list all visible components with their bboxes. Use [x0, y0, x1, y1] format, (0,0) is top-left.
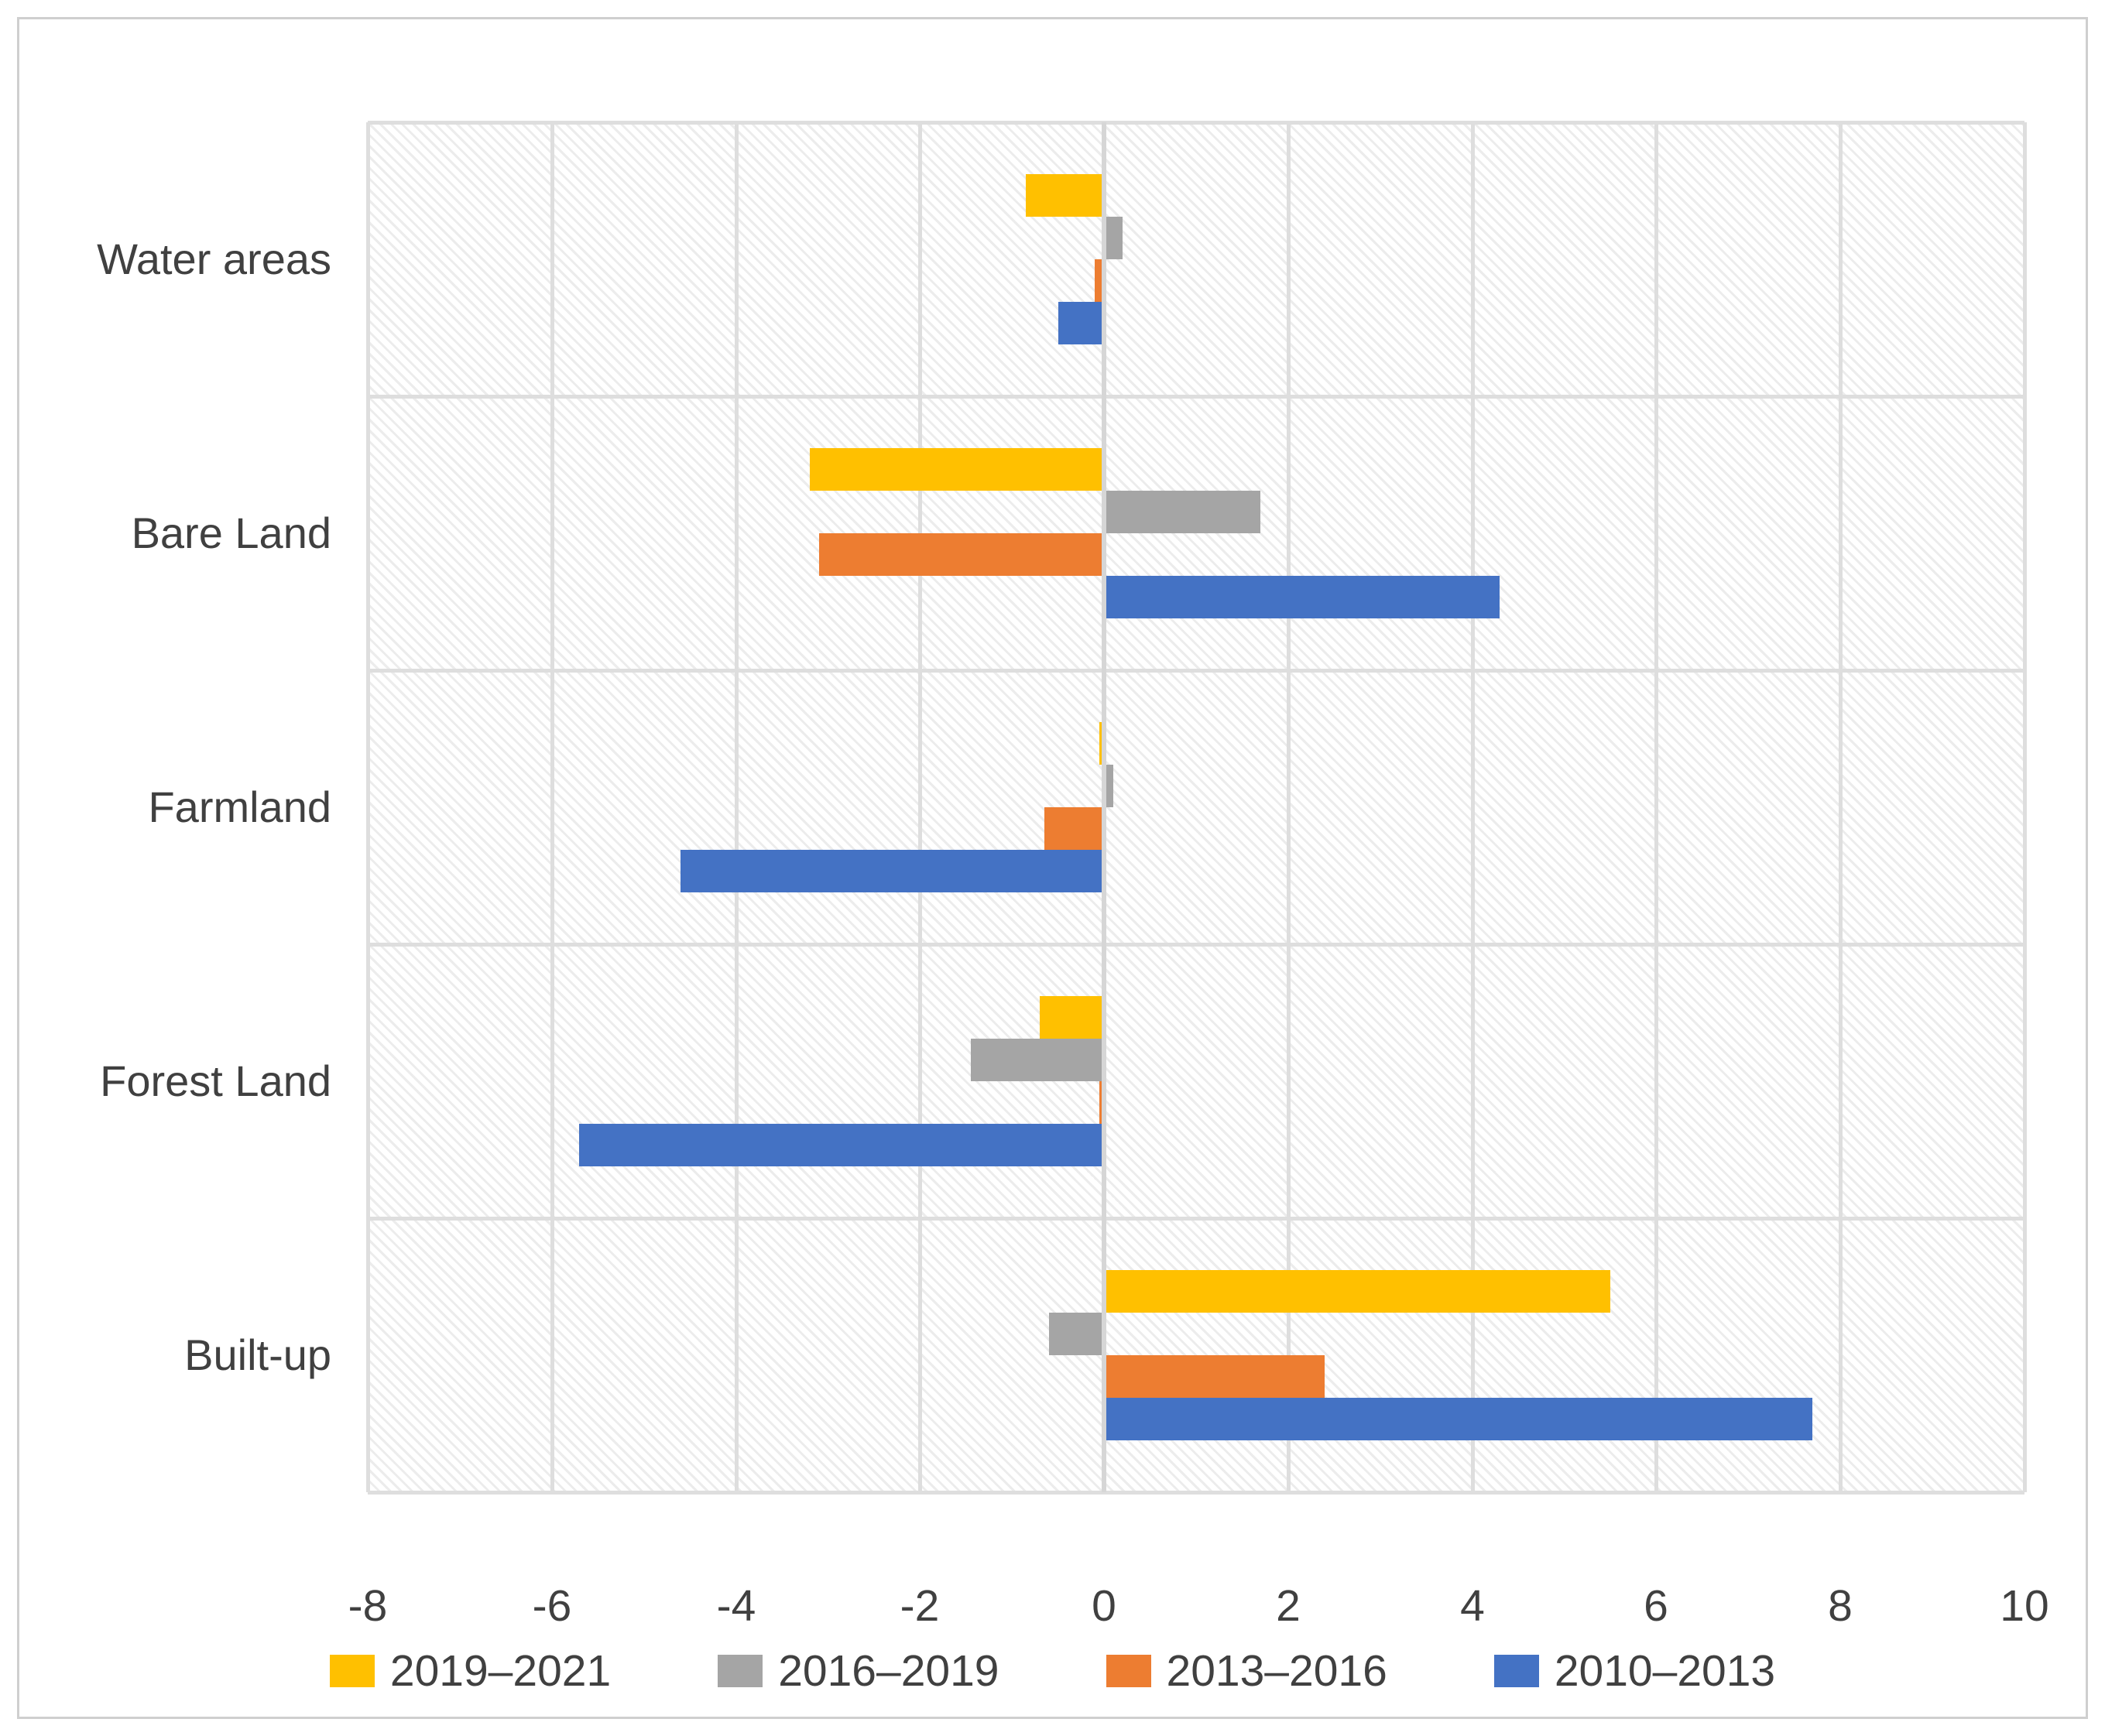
legend-label-2010-2013: 2010–2013: [1554, 1646, 1776, 1696]
gridline-horizontal: [368, 121, 2024, 125]
legend-item-2019-2021: 2019–2021: [329, 1645, 612, 1697]
bar-2019-2021-forest-land: [1040, 996, 1104, 1039]
x-tick-label-10: 10: [2000, 1581, 2049, 1631]
gridline-vertical: [1287, 122, 1291, 1492]
bar-2016-2019-forest-land: [971, 1039, 1104, 1081]
gridline-vertical: [366, 122, 370, 1492]
legend-swatch-2010-2013: [1493, 1655, 1539, 1687]
bar-2013-2016-built-up: [1104, 1355, 1325, 1398]
category-label-bare-land: Bare Land: [131, 508, 331, 557]
bar-2019-2021-water-areas: [1026, 174, 1104, 217]
x-tick-label-minus-6: -6: [532, 1581, 572, 1631]
x-tick-label-4: 4: [1460, 1581, 1485, 1631]
x-tick-label-minus-8: -8: [348, 1581, 388, 1631]
legend-item-2013-2016: 2013–2016: [1106, 1645, 1387, 1697]
category-label-water-areas: Water areas: [97, 235, 331, 283]
legend-item-2016-2019: 2016–2019: [718, 1645, 999, 1697]
legend-label-2013-2016: 2013–2016: [1166, 1646, 1387, 1696]
bar-2013-2016-farmland: [1044, 807, 1104, 850]
bar-2010-2013-water-areas: [1058, 302, 1104, 344]
gridline-vertical: [1471, 122, 1475, 1492]
gridline-horizontal: [368, 1491, 2024, 1495]
bar-2010-2013-farmland: [681, 850, 1104, 892]
legend-label-2016-2019: 2016–2019: [778, 1646, 999, 1696]
bar-2010-2013-forest-land: [579, 1124, 1104, 1166]
plot-area: [366, 121, 2027, 1495]
gridline-horizontal: [368, 669, 2024, 673]
gridline-vertical: [550, 122, 554, 1492]
x-tick-label-minus-2: -2: [900, 1581, 940, 1631]
x-tick-label-8: 8: [1828, 1581, 1853, 1631]
category-label-built-up: Built-up: [184, 1330, 331, 1379]
bar-2010-2013-built-up: [1104, 1398, 1812, 1440]
x-tick-label-2: 2: [1276, 1581, 1301, 1631]
bar-2019-2021-bare-land: [810, 448, 1104, 491]
gridline-vertical: [1654, 122, 1658, 1492]
category-label-farmland: Farmland: [148, 782, 331, 831]
legend-label-2019-2021: 2019–2021: [389, 1646, 612, 1696]
bar-2010-2013-bare-land: [1104, 576, 1500, 618]
zero-axis-line: [1102, 122, 1106, 1492]
bar-2016-2019-bare-land: [1104, 491, 1260, 533]
x-tick-label-6: 6: [1644, 1581, 1668, 1631]
gridline-vertical: [2023, 122, 2027, 1492]
x-tick-label-minus-4: -4: [716, 1581, 756, 1631]
gridline-horizontal: [368, 395, 2024, 399]
legend-swatch-2019-2021: [329, 1655, 375, 1687]
gridline-horizontal: [368, 1217, 2024, 1221]
bar-2013-2016-bare-land: [819, 533, 1105, 576]
legend-item-2010-2013: 2010–2013: [1493, 1645, 1776, 1697]
gridline-horizontal: [368, 943, 2024, 947]
x-tick-label-0: 0: [1092, 1581, 1116, 1631]
gridline-vertical: [1839, 122, 1843, 1492]
gridline-vertical: [735, 122, 739, 1492]
bar-2016-2019-water-areas: [1104, 217, 1123, 259]
bar-2016-2019-built-up: [1049, 1313, 1104, 1355]
legend-swatch-2013-2016: [1106, 1655, 1151, 1687]
bar-2019-2021-built-up: [1104, 1270, 1610, 1313]
category-label-forest-land: Forest Land: [100, 1056, 331, 1105]
legend: 2019–2021 2016–2019 2013–2016 2010–2013: [0, 1645, 2105, 1697]
bar-2016-2019-farmland: [1104, 765, 1113, 807]
gridline-vertical: [918, 122, 922, 1492]
legend-swatch-2016-2019: [718, 1655, 763, 1687]
